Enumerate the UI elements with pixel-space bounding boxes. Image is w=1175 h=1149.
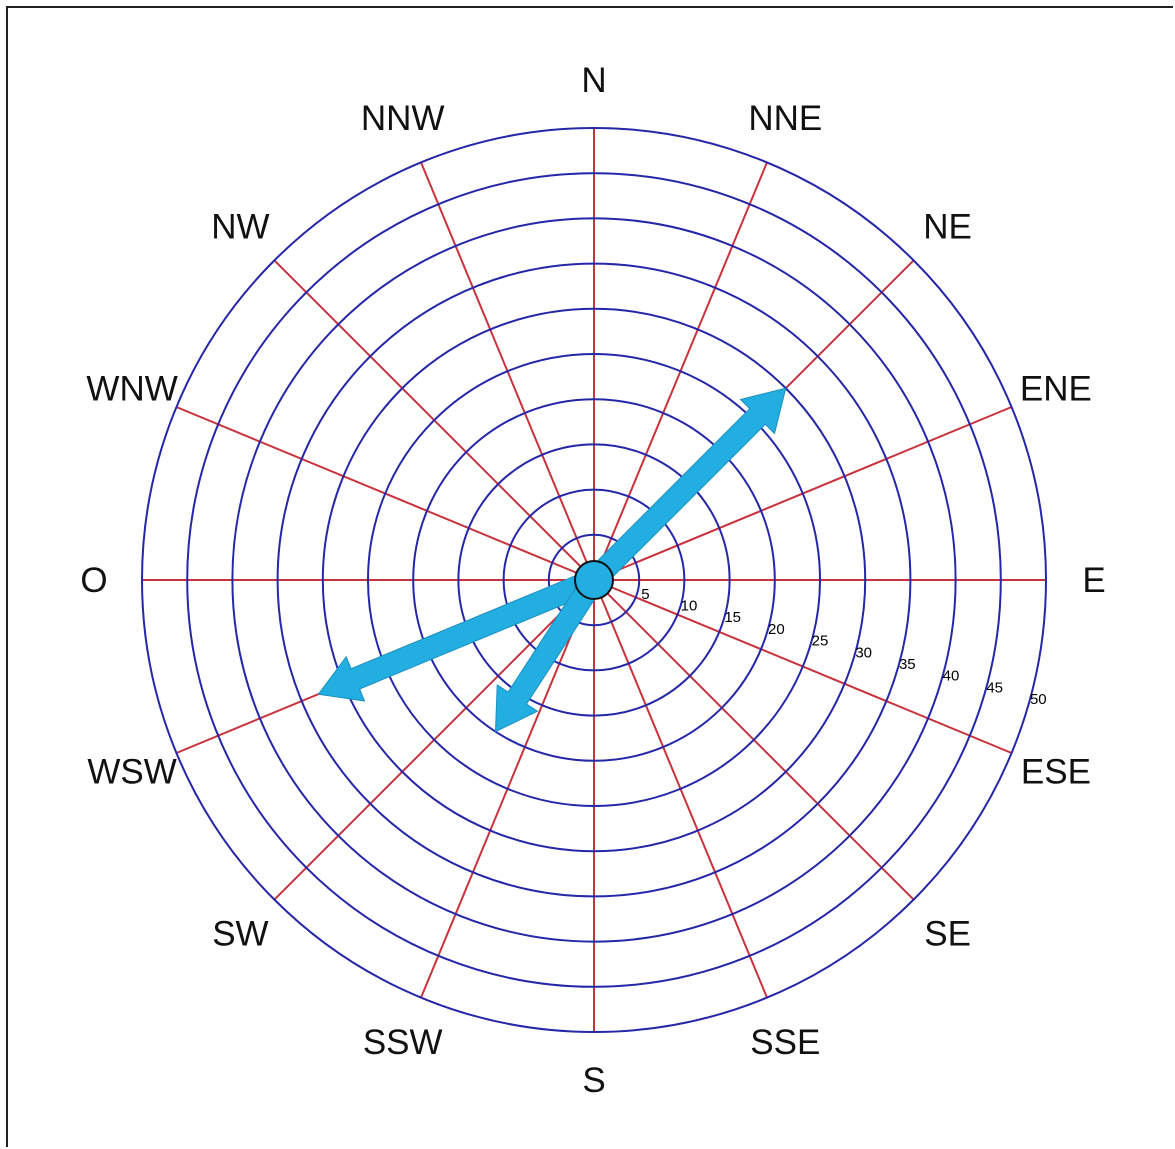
arrows — [317, 387, 787, 733]
ring-10 — [502, 488, 686, 672]
ring-label-10: 10 — [681, 598, 698, 615]
direction-labels: N NNE NE ENE E ESE SE SSE S SSW SW WSW O WNW NW NNW — [80, 61, 1105, 1100]
arrow-1 — [317, 569, 599, 702]
ring-30 — [321, 307, 867, 853]
direction-label-nnw: NNW — [361, 99, 445, 138]
ring-50 — [141, 127, 1047, 1033]
center-hub — [574, 560, 614, 600]
direction-label-e: E — [1082, 561, 1105, 600]
direction-label-ne: NE — [923, 207, 972, 246]
arrow-2 — [494, 573, 604, 733]
direction-label-ene: ENE — [1020, 370, 1092, 409]
ring-label-25: 25 — [812, 633, 829, 650]
direction-label-ssw: SSW — [363, 1023, 443, 1062]
ring-label-5: 5 — [641, 586, 649, 603]
ring-35 — [276, 262, 912, 898]
direction-label-wnw: WNW — [86, 370, 177, 409]
ring-label-50: 50 — [1030, 691, 1047, 708]
ring-label-40: 40 — [943, 668, 960, 685]
ring-label-30: 30 — [855, 644, 872, 661]
ring-25 — [367, 353, 821, 807]
ring-label-45: 45 — [986, 679, 1003, 696]
direction-label-o: O — [80, 561, 107, 600]
ring-40 — [231, 217, 957, 943]
direction-label-wsw: WSW — [87, 752, 176, 791]
ring-20 — [412, 398, 776, 762]
direction-label-n: N — [581, 61, 606, 100]
ring-labels: 5 10 15 20 25 30 35 40 45 50 — [641, 586, 1046, 708]
direction-label-nw: NW — [211, 207, 269, 246]
rings — [141, 127, 1047, 1033]
direction-label-s: S — [582, 1061, 605, 1100]
ring-label-20: 20 — [768, 621, 785, 638]
ring-label-15: 15 — [724, 609, 741, 626]
direction-label-se: SE — [924, 915, 971, 954]
ring-label-35: 35 — [899, 656, 916, 673]
ring-5 — [547, 533, 641, 627]
direction-label-nne: NNE — [748, 99, 822, 138]
ring-45 — [186, 172, 1002, 988]
arrow-0 — [585, 387, 787, 589]
direction-label-ese: ESE — [1021, 752, 1091, 791]
ring-15 — [457, 443, 731, 717]
direction-label-sw: SW — [212, 915, 268, 954]
direction-label-sse: SSE — [750, 1023, 820, 1062]
